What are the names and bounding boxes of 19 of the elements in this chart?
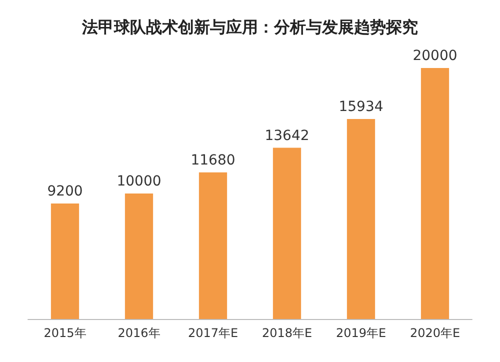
x-tick-label: 2016年 [118, 326, 160, 340]
x-tick-label: 2020年E [410, 326, 460, 340]
bar [198, 172, 228, 319]
x-tick-label: 2018年E [262, 326, 312, 340]
data-label: 15934 [338, 99, 384, 116]
x-tick-label: 2017年E [188, 326, 238, 340]
bar [420, 68, 450, 319]
x-tick-label: 2019年E [336, 326, 386, 340]
data-label: 10000 [116, 174, 162, 190]
x-tick-label: 2015年 [44, 326, 86, 340]
bar [124, 194, 154, 319]
data-label: 11680 [190, 152, 236, 168]
chart-title: 法甲球队战术创新与应用：分析与发展趋势探究 [81, 18, 418, 36]
bar [272, 148, 302, 319]
bar [346, 119, 376, 319]
bar [50, 204, 80, 319]
data-label: 13642 [264, 128, 310, 144]
data-label: 20000 [412, 48, 458, 64]
data-label: 9200 [47, 184, 83, 200]
